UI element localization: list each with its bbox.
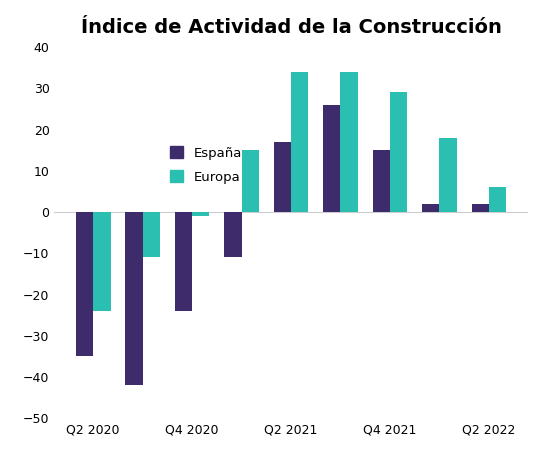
Bar [125, 212, 143, 385]
Bar [76, 212, 93, 356]
Bar [422, 204, 440, 212]
Bar [341, 72, 358, 212]
Bar [472, 204, 489, 212]
Bar [93, 212, 110, 311]
Title: Índice de Actividad de la Construcción: Índice de Actividad de la Construcción [81, 18, 502, 37]
Bar [489, 187, 506, 212]
Bar [390, 93, 407, 212]
Bar [224, 212, 242, 258]
Bar [143, 212, 160, 258]
Bar [323, 105, 341, 212]
Bar [291, 72, 308, 212]
Bar [175, 212, 192, 311]
Bar [274, 142, 291, 212]
Bar [192, 212, 209, 216]
Bar [242, 150, 259, 212]
Bar [373, 150, 390, 212]
Legend: España, Europa: España, Europa [170, 147, 242, 184]
Bar [440, 138, 457, 212]
